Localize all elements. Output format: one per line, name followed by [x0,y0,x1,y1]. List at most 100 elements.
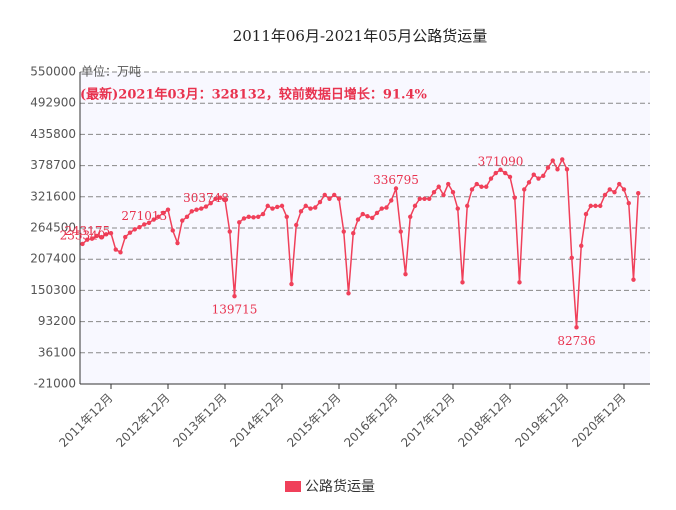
data-point [583,211,589,217]
data-point [631,277,636,282]
legend-label: 公路货运量 [305,478,375,495]
y-tick-label: 207400 [30,252,76,266]
data-point [180,218,185,223]
data-point [137,224,142,230]
data-point [85,237,90,242]
y-tick-label: 36100 [38,345,76,359]
data-point [184,214,190,219]
data-line [81,157,639,328]
data-point [393,186,399,191]
value-label: 139715 [212,303,258,317]
data-point [479,184,484,189]
x-tick-label: 2014年12月 [227,391,286,450]
data-point [99,234,104,240]
data-point [303,203,308,209]
data-point [80,241,85,247]
value-label: 271013 [121,209,167,223]
data-point [222,197,228,203]
x-tick-label: 2019年12月 [512,391,571,450]
data-point [408,214,413,219]
data-point [294,222,299,228]
data-point [142,222,147,227]
data-point [327,196,332,201]
data-point [313,205,318,210]
data-point [279,203,285,209]
y-tick-label: -21000 [33,377,76,391]
data-point [199,206,204,211]
data-point [612,190,617,195]
data-point [241,216,247,221]
x-tick-label: 2020年12月 [569,391,628,450]
data-point [465,203,470,209]
data-point [427,196,432,201]
x-tick-label: 2018年12月 [455,391,514,450]
value-label: 303748 [183,191,229,205]
data-point [213,196,218,201]
y-tick-label: 150300 [30,283,76,297]
data-point [621,187,627,192]
data-point [417,196,422,201]
data-point [289,281,294,287]
data-point [536,176,541,181]
data-point [189,209,194,214]
y-tick-label: 378700 [30,158,76,172]
data-point [474,181,479,187]
data-point [161,210,166,216]
y-tick-label: 492900 [30,96,76,110]
data-point [108,230,114,236]
data-point [593,203,598,209]
data-point [275,204,280,210]
data-point [94,233,99,239]
data-point [384,205,389,210]
data-point [284,214,289,219]
x-tick-label: 2015年12月 [284,391,343,450]
data-point [626,200,631,206]
data-point [598,203,603,209]
value-label: 235340 [60,228,106,242]
data-point [194,207,199,212]
data-point [341,229,346,234]
data-point [484,184,489,189]
data-point [379,206,384,211]
data-point [550,158,555,163]
data-point [232,293,237,299]
data-point [545,165,551,170]
chart-title: 2011年06月-2021年05月公路货运量 [233,27,488,45]
data-point [118,250,123,255]
data-point [574,325,579,330]
data-point [398,229,403,234]
data-point [431,190,437,195]
data-point [351,230,356,236]
x-tick-label: 2012年12月 [113,391,172,450]
data-point [360,211,365,217]
data-point [617,181,622,187]
data-point [151,217,156,222]
data-point [146,220,152,226]
data-point [346,291,351,296]
y-tick-label: 93200 [38,314,76,328]
y-tick-label: 550000 [30,65,76,79]
data-point [564,167,570,172]
unit-label: 单位：万吨 [81,64,141,79]
data-point [460,280,465,285]
data-point [322,192,327,198]
value-label: 82736 [557,334,595,348]
data-point [203,204,209,209]
data-point [317,199,323,205]
data-point [450,190,456,195]
data-point [541,173,546,179]
data-point [503,170,508,176]
data-point [156,214,161,219]
data-point [602,192,608,198]
data-point [175,240,180,246]
data-point [560,157,565,162]
value-label: 243175 [64,224,110,238]
data-point [522,187,527,192]
data-point [260,211,266,217]
data-point [469,187,475,192]
data-point [365,214,370,219]
data-point [493,170,498,176]
data-point [569,255,574,260]
data-point [636,191,641,196]
